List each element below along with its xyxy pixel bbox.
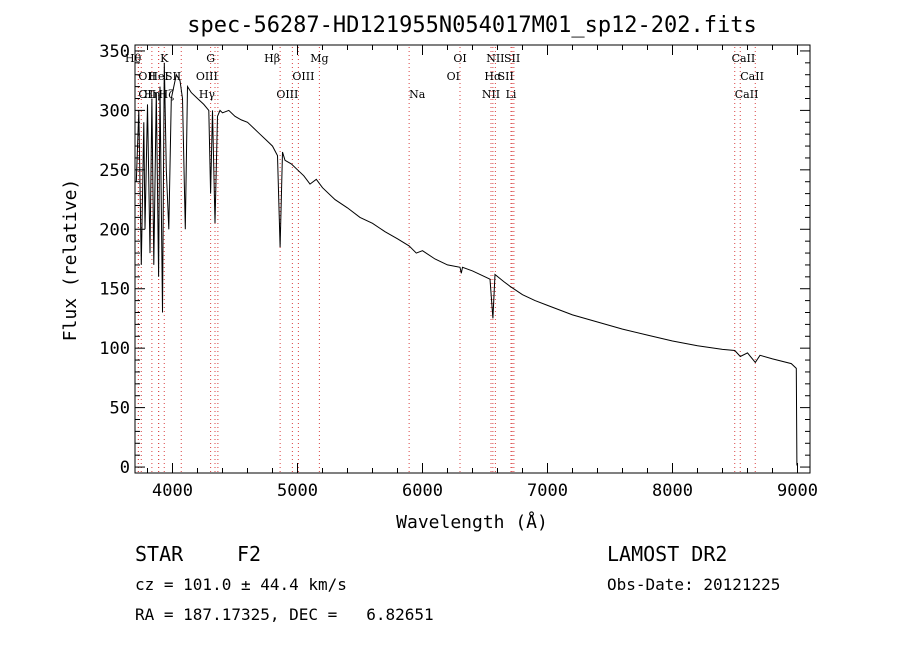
spectral-line-label: K — [160, 52, 169, 65]
spectral-line-label: OII — [138, 88, 156, 101]
spectrum-series-line — [135, 62, 798, 467]
spectral-line-label: OI — [453, 52, 466, 65]
coordinates: RA = 187.17325, DEC = 6.82651 — [135, 605, 434, 624]
spectral-line-label: OI — [447, 70, 460, 83]
velocity-readout: cz = 101.0 ± 44.4 km/s — [135, 575, 347, 594]
y-tick-label: 250 — [99, 161, 130, 181]
chart-title: spec-56287-HD121955N054017M01_sp12-202.f… — [187, 13, 757, 38]
y-tick-label: 50 — [110, 399, 130, 419]
spectral-line-label: SII — [498, 70, 514, 83]
spectral-line-label: Li — [506, 88, 517, 101]
x-tick-label: 4000 — [152, 481, 193, 501]
object-class: STAR — [135, 542, 184, 566]
spectral-line-label: NII — [482, 88, 500, 101]
x-tick-label: 6000 — [402, 481, 443, 501]
y-tick-label: 100 — [99, 339, 130, 359]
plot-frame — [134, 44, 811, 474]
spectral-line-label: Na — [409, 88, 426, 101]
y-axis-label: Flux (relative) — [60, 179, 81, 342]
spectral-line-label: Hθ — [125, 52, 142, 65]
spectral-line-label: Mg — [310, 52, 328, 65]
spectral-line-label: CaII — [732, 52, 756, 65]
y-tick-label: 300 — [99, 101, 130, 121]
spectral-line-label: OIII — [276, 88, 298, 101]
spectral-line-label: NII — [486, 52, 504, 65]
y-tick-label: 200 — [99, 220, 130, 240]
y-tick-label: 0 — [120, 458, 130, 478]
obs-date: Obs-Date: 20121225 — [607, 575, 781, 594]
spectral-line-label: Hβ — [264, 52, 280, 65]
spectral-line-label: OII — [138, 70, 156, 83]
spectral-line-label: G — [206, 52, 215, 65]
y-tick-label: 150 — [99, 280, 130, 300]
y-tick-label: 350 — [99, 42, 130, 62]
object-subclass: F2 — [237, 542, 262, 566]
x-tick-label: 9000 — [777, 481, 818, 501]
spectral-line-label: OIII — [292, 70, 314, 83]
spectral-line-label: Hζ — [159, 88, 175, 101]
spectral-line-label: CaII — [740, 70, 764, 83]
spectral-line-label: SII — [504, 52, 520, 65]
x-tick-label: 8000 — [652, 481, 693, 501]
spectral-line-label: Hα — [484, 70, 502, 83]
survey-name: LAMOST DR2 — [607, 542, 728, 566]
x-axis-label: Wavelength (Å) — [396, 511, 548, 533]
spectral-line-label: OIII — [196, 70, 218, 83]
spectral-line-label: Hγ — [199, 88, 216, 101]
x-tick-label: 7000 — [527, 481, 568, 501]
spectral-line-label: SII — [165, 70, 181, 83]
x-tick-label: 5000 — [277, 481, 318, 501]
spectral-line-label: CaII — [735, 88, 759, 101]
